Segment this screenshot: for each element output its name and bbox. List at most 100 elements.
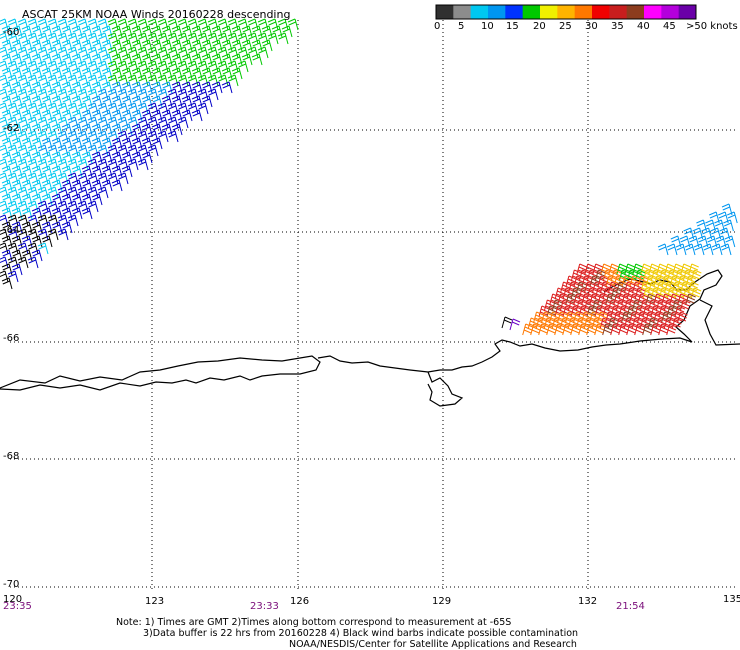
- wind-barb: [171, 39, 183, 52]
- wind-barb: [549, 293, 560, 306]
- wind-barb: [67, 102, 79, 115]
- wind-barb: [97, 116, 109, 129]
- wind-barb: [197, 18, 209, 31]
- wind-barb: [650, 323, 661, 336]
- colorbar-label: 35: [611, 21, 624, 32]
- wind-barb: [41, 53, 53, 66]
- wind-barb: [658, 305, 670, 318]
- wind-barb: [7, 256, 19, 269]
- wind-barb: [41, 81, 53, 94]
- wind-barb: [91, 165, 103, 178]
- wind-barb: [241, 39, 253, 52]
- wind-barb: [127, 32, 139, 45]
- wind-barb: [618, 305, 630, 318]
- wind-barb: [650, 305, 662, 318]
- wind-barb: [27, 74, 39, 87]
- wind-barb: [177, 102, 189, 115]
- wind-barb: [31, 165, 43, 178]
- wind-barb: [277, 32, 289, 45]
- wind-barb: [61, 67, 73, 80]
- wind-barb: [91, 123, 103, 136]
- wind-barb: [101, 67, 113, 80]
- wind-barb: [121, 53, 133, 66]
- wind-barb: [21, 39, 33, 52]
- wind-barb: [562, 305, 574, 318]
- wind-barb: [221, 25, 233, 38]
- wind-barb: [589, 275, 601, 288]
- wind-barb: [666, 305, 678, 318]
- wind-barb: [97, 88, 109, 101]
- wind-barb: [77, 102, 89, 115]
- wind-barb: [626, 305, 638, 318]
- wind-barb: [7, 130, 19, 143]
- wind-barb: [117, 18, 129, 31]
- wind-barb: [181, 25, 193, 38]
- wind-barb: [107, 172, 119, 185]
- wind-barb: [7, 270, 19, 283]
- colorbar-segment: [522, 5, 541, 19]
- wind-barb: [141, 95, 153, 108]
- wind-barb: [645, 293, 656, 306]
- wind-barb: [594, 305, 606, 318]
- wind-barb: [267, 18, 279, 31]
- wind-barb: [67, 46, 79, 59]
- wind-barb: [661, 293, 672, 306]
- wind-barb: [61, 109, 73, 122]
- wind-barb: [41, 39, 53, 52]
- wind-barb: [131, 25, 143, 38]
- wind-barb: [137, 144, 149, 157]
- wind-barb: [551, 317, 563, 330]
- wind-barb: [257, 18, 269, 31]
- wind-barb: [661, 275, 673, 288]
- wind-barb: [91, 67, 103, 80]
- wind-barb: [671, 299, 683, 312]
- wind-barb: [81, 81, 93, 94]
- wind-barb: [21, 81, 33, 94]
- wind-barb: [107, 158, 119, 171]
- wind-barb: [147, 116, 159, 129]
- wind-barb: [658, 269, 670, 282]
- wind-barb: [0, 60, 9, 73]
- wind-barb: [151, 109, 163, 122]
- wind-barb: [624, 281, 635, 294]
- wind-barb: [597, 275, 609, 288]
- wind-barb: [41, 95, 53, 108]
- wind-barb: [51, 39, 63, 52]
- wind-barb: [47, 228, 59, 241]
- wind-barb: [87, 172, 99, 185]
- wind-barb: [674, 287, 686, 300]
- wind-barb: [554, 305, 566, 318]
- wind-barb: [241, 25, 253, 38]
- wind-barb: [157, 46, 169, 59]
- wind-barb: [201, 67, 213, 80]
- wind-barb: [581, 275, 593, 288]
- wind-barb: [47, 116, 59, 129]
- wind-barb: [171, 81, 183, 94]
- wind-barb: [37, 88, 49, 101]
- wind-barb: [57, 158, 69, 171]
- colorbar-label: >50 knots: [686, 21, 738, 32]
- wind-barb: [247, 18, 259, 31]
- wind-barb: [682, 287, 694, 300]
- wind-barb: [131, 95, 143, 108]
- wind-barb: [17, 158, 29, 171]
- wind-barb: [87, 200, 99, 213]
- wind-barb: [201, 81, 213, 94]
- wind-barb: [541, 311, 552, 324]
- wind-barb: [207, 32, 219, 45]
- wind-barb: [17, 242, 29, 255]
- wind-barb: [61, 81, 73, 94]
- wind-barb: [77, 172, 89, 185]
- wind-barb: [31, 207, 43, 220]
- wind-barb: [0, 18, 9, 31]
- wind-barb: [615, 317, 627, 330]
- wind-barb: [546, 305, 558, 318]
- wind-barb: [626, 269, 638, 282]
- wind-barb: [67, 74, 79, 87]
- wind-barb: [157, 116, 169, 129]
- wind-barb: [131, 39, 143, 52]
- wind-barb: [67, 144, 79, 157]
- wind-barb: [187, 46, 199, 59]
- wind-barb: [187, 32, 199, 45]
- wind-barb: [639, 299, 651, 312]
